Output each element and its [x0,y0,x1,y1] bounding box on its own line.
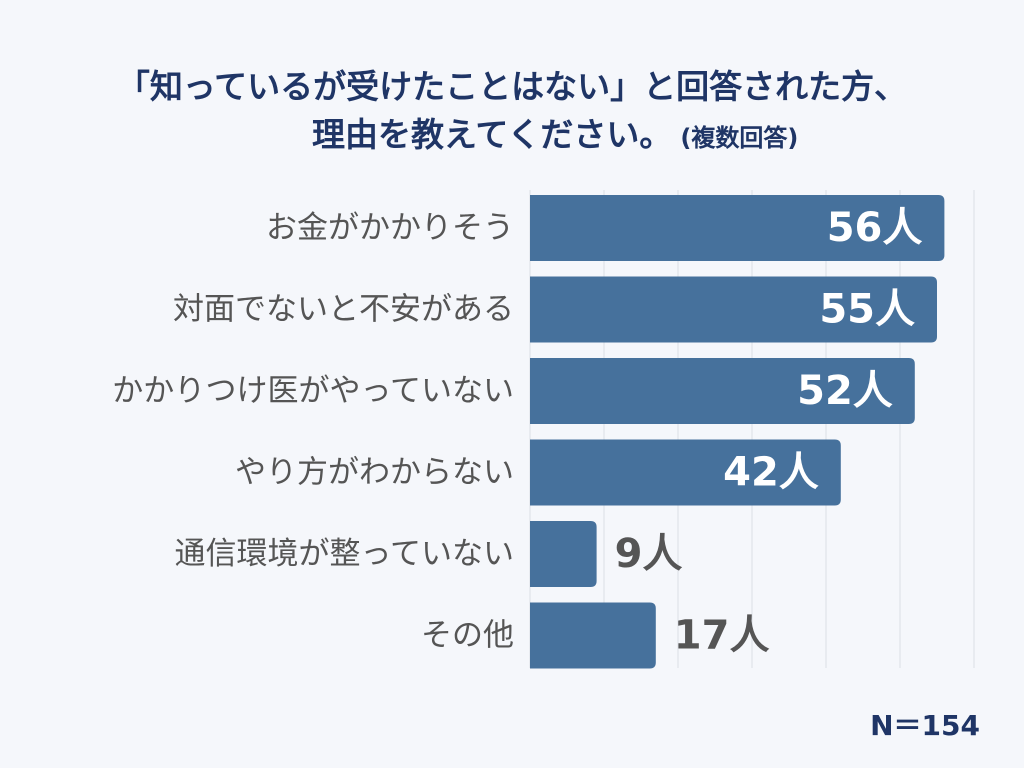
bar [530,602,656,669]
bar-value-label: 55人 [819,287,915,333]
bar [530,439,841,506]
bar-value-label: 42人 [723,450,819,496]
chart-title-line-2: 理由を教えてください。 (複数回答) [312,118,798,151]
bar-value-label: 9人 [615,531,683,577]
bar [530,276,937,343]
bar-value-label: 17人 [674,613,770,659]
chart-title-line-1: 「知っているが受けたことはない」と回答された方、 [116,67,908,106]
bar [530,195,945,261]
category-label: 対面でないと不安がある [173,292,514,328]
sample-size-label: N＝154 [870,709,980,742]
chart-title-note: (複数回答) [680,124,799,152]
category-label: やり方がわからない [235,455,514,491]
chart-title-main: 理由を教えてください。 [312,115,673,154]
category-label: その他 [421,618,514,654]
category-label: 通信環境が整っていない [175,536,514,572]
bar [530,358,915,424]
bar [530,521,597,587]
bar-value-label: 56人 [827,205,923,251]
category-label: かかりつけ医がやっていない [112,373,514,409]
bar-value-label: 52人 [797,368,893,414]
category-label: お金がかかりそう [266,210,514,246]
